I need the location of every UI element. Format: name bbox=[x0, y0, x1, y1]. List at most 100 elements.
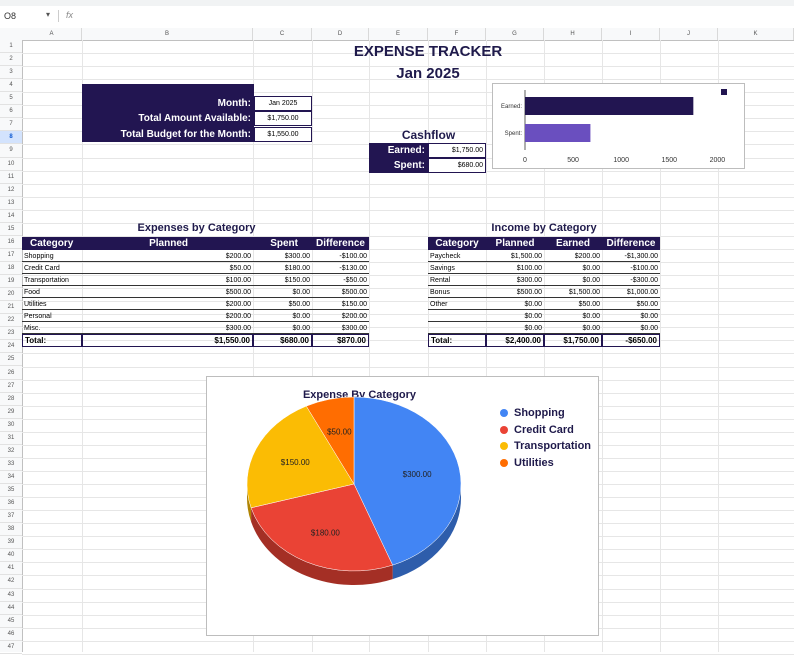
income-cell[interactable]: $1,000.00 bbox=[626, 288, 658, 296]
expenses-cell[interactable]: $300.00 bbox=[341, 324, 367, 332]
pie-legend-item[interactable]: Credit Card bbox=[500, 424, 574, 436]
income-cell[interactable]: Bonus bbox=[430, 288, 450, 296]
income-cell[interactable]: $50.00 bbox=[578, 300, 600, 308]
expenses-cell[interactable]: $0.00 bbox=[292, 312, 310, 320]
chevron-down-icon[interactable]: ▾ bbox=[46, 10, 51, 19]
income-cell[interactable]: $0.00 bbox=[582, 276, 600, 284]
column-header-d[interactable]: D bbox=[312, 28, 369, 40]
row-header-25[interactable]: 25 bbox=[0, 353, 22, 367]
row-header-31[interactable]: 31 bbox=[0, 432, 22, 445]
pie-slice-transportation[interactable] bbox=[246, 405, 355, 509]
expenses-total-cell[interactable]: $870.00 bbox=[312, 334, 369, 347]
spent-value[interactable]: $680.00 bbox=[428, 158, 486, 173]
expenses-cell[interactable]: Shopping bbox=[24, 252, 54, 260]
expenses-cell[interactable]: -$100.00 bbox=[339, 252, 367, 260]
row-header-26[interactable]: 26 bbox=[0, 367, 22, 380]
income-cell[interactable]: $500.00 bbox=[516, 288, 542, 296]
row-header-43[interactable]: 43 bbox=[0, 589, 22, 602]
row-header-41[interactable]: 41 bbox=[0, 562, 22, 576]
expenses-cell[interactable]: Transportation bbox=[24, 276, 69, 284]
formula-bar[interactable] bbox=[0, 6, 794, 29]
row-header-16[interactable]: 16 bbox=[0, 236, 22, 249]
expenses-cell[interactable]: Credit Card bbox=[24, 264, 60, 272]
expenses-cell[interactable]: $300.00 bbox=[225, 324, 251, 332]
income-cell[interactable]: $0.00 bbox=[640, 312, 658, 320]
income-cell[interactable]: $1,500.00 bbox=[568, 288, 600, 296]
row-header-21[interactable]: 21 bbox=[0, 301, 22, 315]
row-header-32[interactable]: 32 bbox=[0, 445, 22, 458]
row-header-24[interactable]: 24 bbox=[0, 340, 22, 354]
expenses-total-cell[interactable]: $680.00 bbox=[253, 334, 312, 347]
row-header-3[interactable]: 3 bbox=[0, 66, 22, 80]
expenses-cell[interactable]: $180.00 bbox=[284, 264, 310, 272]
available-value[interactable]: $1,750.00 bbox=[254, 111, 312, 126]
expenses-cell[interactable]: $500.00 bbox=[341, 288, 367, 296]
row-header-45[interactable]: 45 bbox=[0, 615, 22, 628]
expenses-cell[interactable]: $0.00 bbox=[292, 324, 310, 332]
cashflow-bar-spent[interactable] bbox=[525, 124, 591, 142]
expenses-cell[interactable]: Personal bbox=[24, 312, 52, 320]
row-header-44[interactable]: 44 bbox=[0, 602, 22, 615]
income-cell[interactable]: $100.00 bbox=[516, 264, 542, 272]
row-header-42[interactable]: 42 bbox=[0, 575, 22, 589]
column-header-k[interactable]: K bbox=[718, 28, 794, 40]
expenses-cell[interactable]: $200.00 bbox=[341, 312, 367, 320]
income-cell[interactable]: $200.00 bbox=[574, 252, 600, 260]
expenses-cell[interactable]: $100.00 bbox=[225, 276, 251, 284]
row-header-27[interactable]: 27 bbox=[0, 380, 22, 393]
row-header-12[interactable]: 12 bbox=[0, 184, 22, 197]
expenses-cell[interactable]: $50.00 bbox=[229, 264, 251, 272]
column-header-j[interactable]: J bbox=[660, 28, 718, 40]
row-header-7[interactable]: 7 bbox=[0, 118, 22, 132]
row-header-28[interactable]: 28 bbox=[0, 393, 22, 406]
row-header-14[interactable]: 14 bbox=[0, 210, 22, 223]
pie-slice-utilities[interactable] bbox=[305, 396, 355, 485]
row-header-33[interactable]: 33 bbox=[0, 458, 22, 471]
income-cell[interactable]: -$1,300.00 bbox=[624, 252, 658, 260]
expenses-cell[interactable]: $150.00 bbox=[341, 300, 367, 308]
column-header-a[interactable]: A bbox=[22, 28, 82, 40]
expenses-cell[interactable]: Food bbox=[24, 288, 40, 296]
income-cell[interactable]: $0.00 bbox=[640, 324, 658, 332]
income-cell[interactable]: $0.00 bbox=[524, 312, 542, 320]
income-cell[interactable]: Other bbox=[430, 300, 448, 308]
income-cell[interactable]: $0.00 bbox=[524, 324, 542, 332]
pie-legend-item[interactable]: Transportation bbox=[500, 440, 591, 452]
income-cell[interactable]: -$300.00 bbox=[630, 276, 658, 284]
income-cell[interactable]: $50.00 bbox=[636, 300, 658, 308]
cashflow-chart[interactable]: Earned: Spent: 0 500 1000 1500 2000 bbox=[492, 83, 745, 169]
income-cell[interactable]: $0.00 bbox=[582, 264, 600, 272]
expenses-cell[interactable]: $0.00 bbox=[292, 288, 310, 296]
expenses-total-cell[interactable]: Total: bbox=[22, 334, 82, 347]
row-header-36[interactable]: 36 bbox=[0, 497, 22, 511]
income-cell[interactable]: Paycheck bbox=[430, 252, 461, 260]
income-total-cell[interactable]: $2,400.00 bbox=[486, 334, 544, 347]
row-header-18[interactable]: 18 bbox=[0, 262, 22, 276]
column-header-f[interactable]: F bbox=[428, 28, 486, 40]
income-cell[interactable]: $0.00 bbox=[524, 300, 542, 308]
income-cell[interactable]: $0.00 bbox=[582, 324, 600, 332]
income-cell[interactable]: $300.00 bbox=[516, 276, 542, 284]
row-header-1[interactable]: 1 bbox=[0, 40, 22, 54]
expenses-cell[interactable]: $150.00 bbox=[284, 276, 310, 284]
income-cell[interactable]: $1,500.00 bbox=[510, 252, 542, 260]
row-header-9[interactable]: 9 bbox=[0, 144, 22, 158]
row-header-19[interactable]: 19 bbox=[0, 275, 22, 289]
income-cell[interactable]: -$100.00 bbox=[630, 264, 658, 272]
expenses-cell[interactable]: $200.00 bbox=[225, 300, 251, 308]
row-header-30[interactable]: 30 bbox=[0, 419, 22, 432]
expenses-cell[interactable]: Misc. bbox=[24, 324, 41, 332]
income-total-cell[interactable]: $1,750.00 bbox=[544, 334, 602, 347]
row-header-39[interactable]: 39 bbox=[0, 536, 22, 550]
expenses-cell[interactable]: $200.00 bbox=[225, 252, 251, 260]
row-header-4[interactable]: 4 bbox=[0, 79, 22, 93]
row-header-6[interactable]: 6 bbox=[0, 105, 22, 119]
row-header-5[interactable]: 5 bbox=[0, 92, 22, 106]
row-header-34[interactable]: 34 bbox=[0, 471, 22, 485]
income-cell[interactable]: $0.00 bbox=[582, 312, 600, 320]
column-header-b[interactable]: B bbox=[82, 28, 253, 40]
expenses-cell[interactable]: Utilities bbox=[24, 300, 47, 308]
cashflow-bar-earned[interactable] bbox=[525, 97, 694, 115]
row-header-35[interactable]: 35 bbox=[0, 484, 22, 498]
row-header-20[interactable]: 20 bbox=[0, 288, 22, 302]
